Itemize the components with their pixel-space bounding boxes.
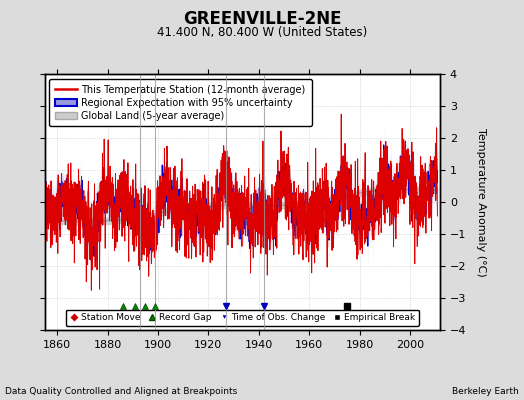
Text: Berkeley Earth: Berkeley Earth xyxy=(452,387,519,396)
Text: GREENVILLE-2NE: GREENVILLE-2NE xyxy=(183,10,341,28)
Legend: Station Move, Record Gap, Time of Obs. Change, Empirical Break: Station Move, Record Gap, Time of Obs. C… xyxy=(66,310,419,326)
Y-axis label: Temperature Anomaly (°C): Temperature Anomaly (°C) xyxy=(476,128,486,276)
Text: 41.400 N, 80.400 W (United States): 41.400 N, 80.400 W (United States) xyxy=(157,26,367,39)
Text: Data Quality Controlled and Aligned at Breakpoints: Data Quality Controlled and Aligned at B… xyxy=(5,387,237,396)
